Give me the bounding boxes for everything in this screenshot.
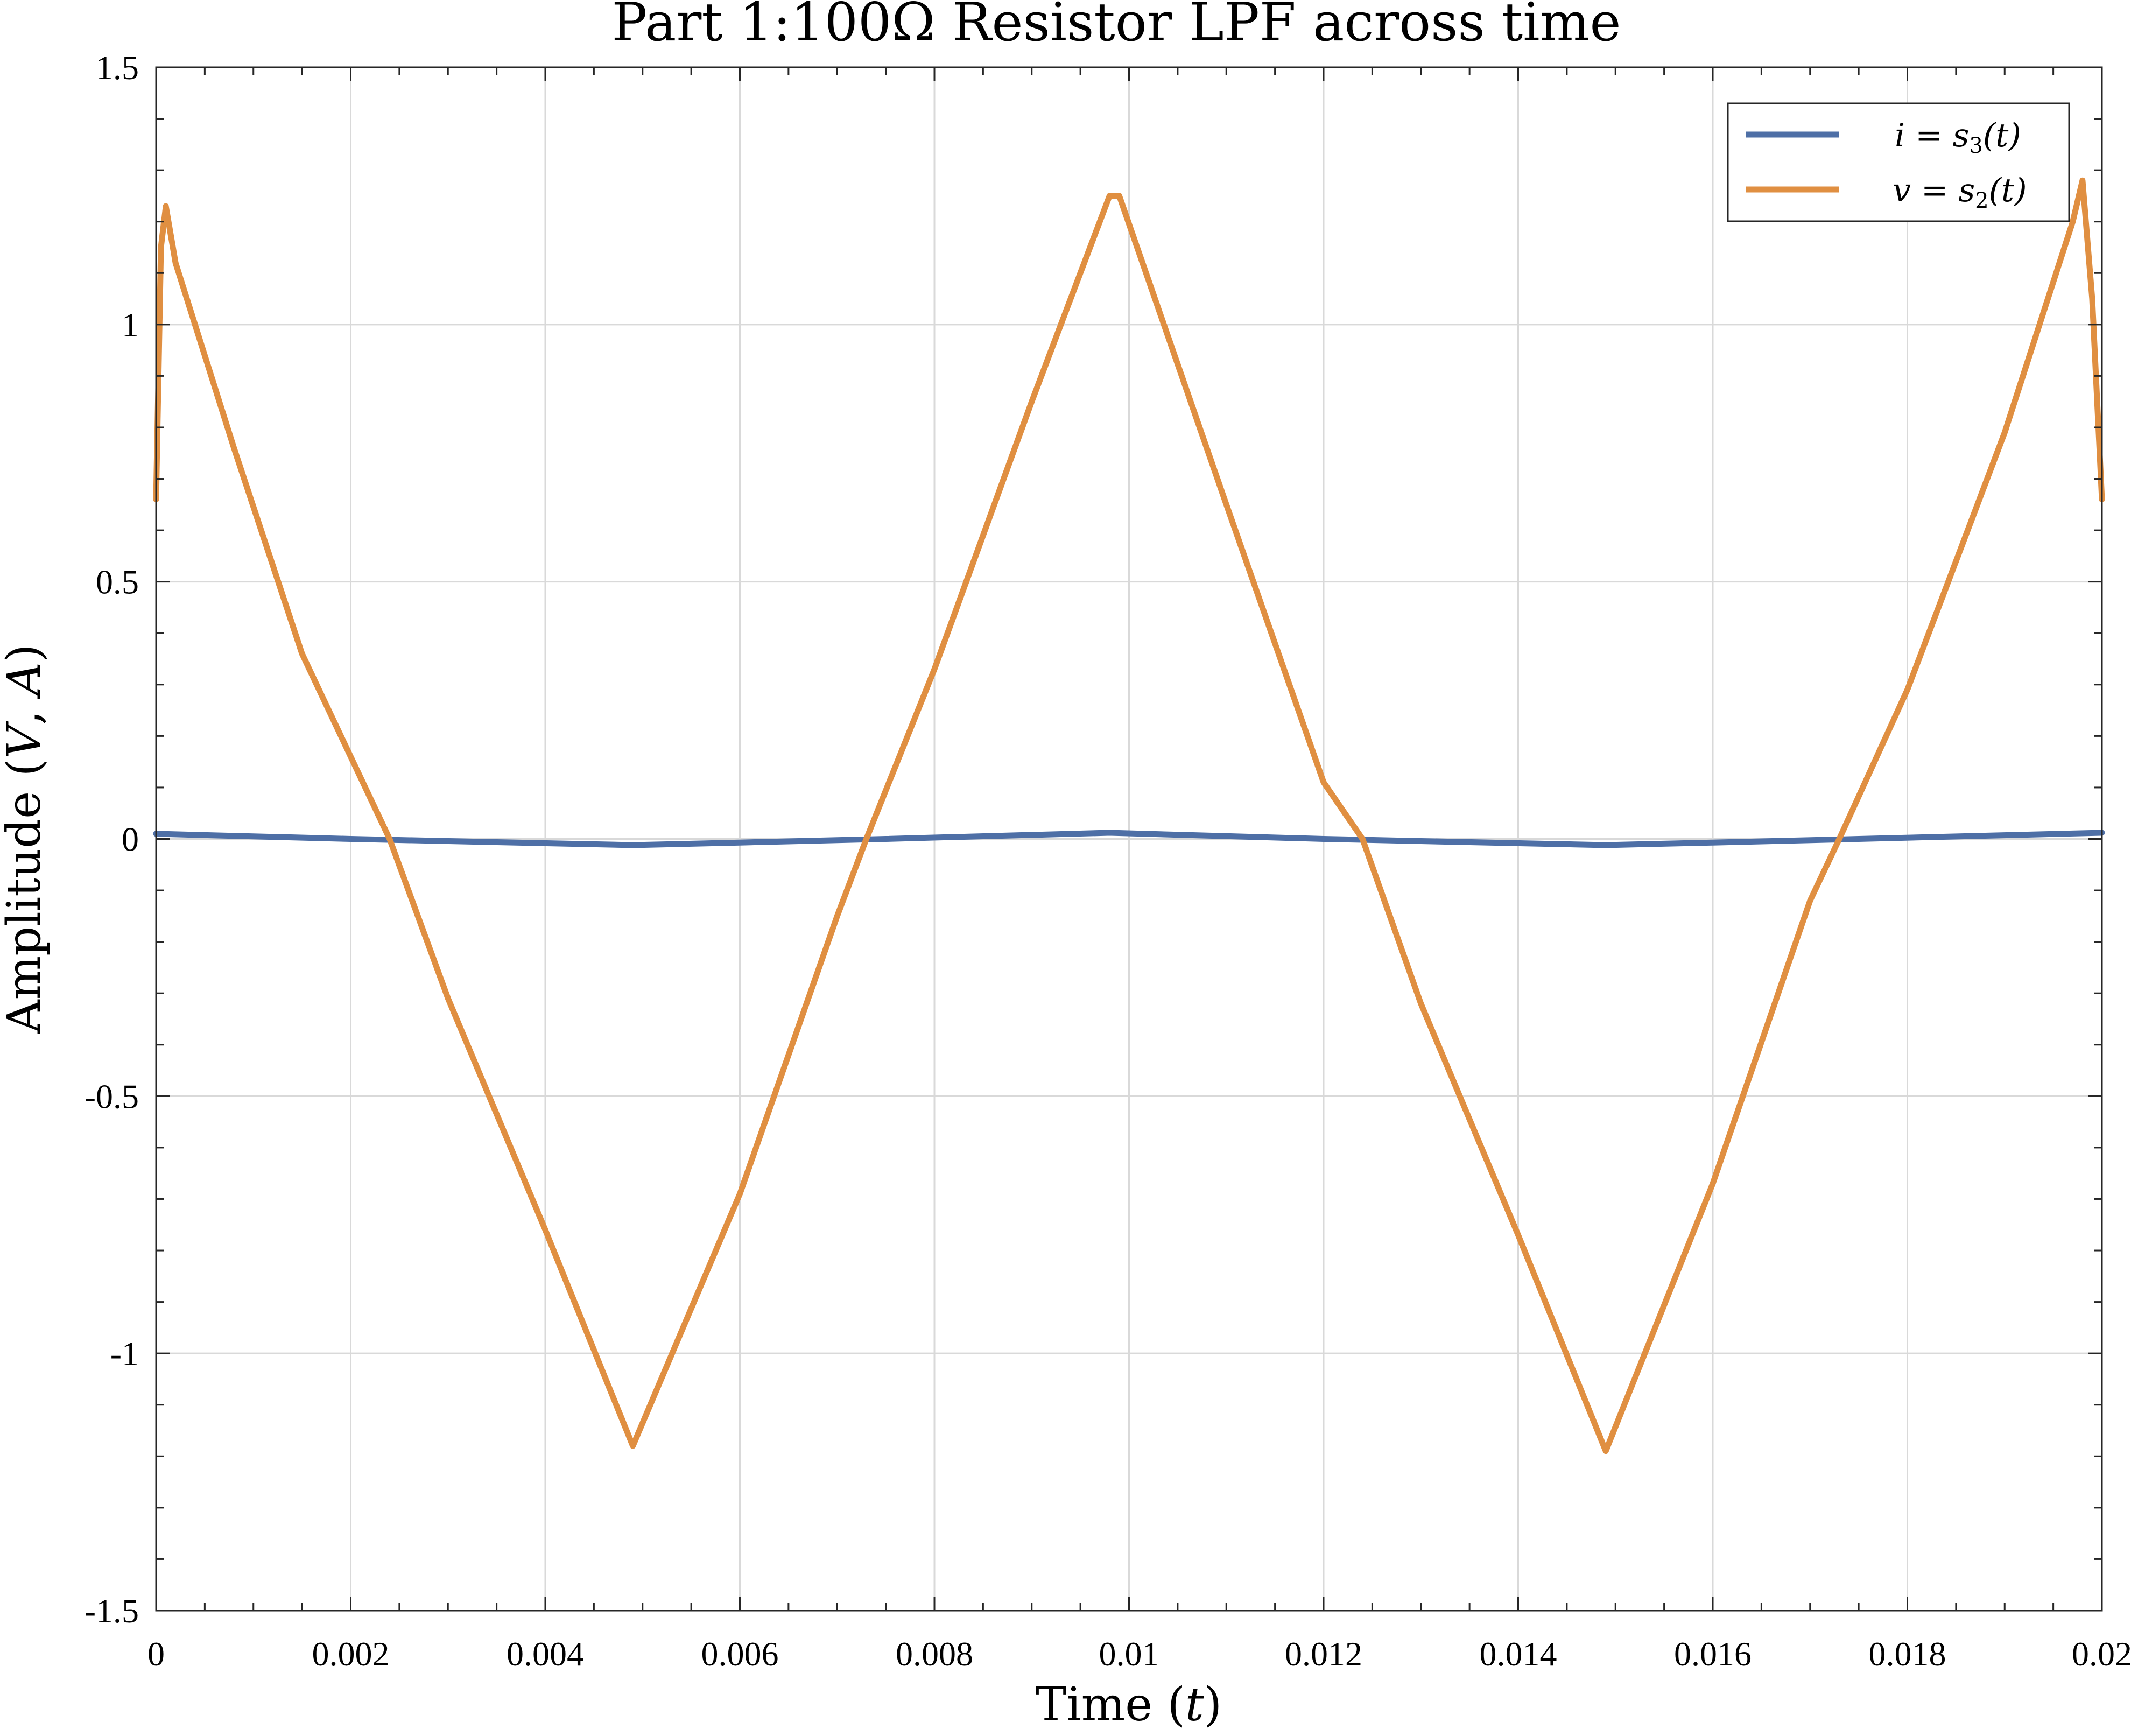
x-tick-label: 0.012: [1285, 1635, 1362, 1673]
y-axis-label-text: Amplitude (: [0, 758, 51, 1034]
series-layer: [153, 177, 2105, 1454]
legend-entry-voltage: v = s2(t): [1893, 172, 2027, 213]
x-axis-label-text: Time (: [1036, 1678, 1185, 1732]
legend-voltage-sub: 2: [1975, 188, 1988, 213]
x-axis-label: Time (t): [1036, 1678, 1222, 1732]
legend-voltage-lhs: v: [1893, 172, 1911, 209]
x-tick-labels: 0 0.002 0.004 0.006 0.008 0.01 0.012 0.014 0.016…: [147, 1635, 2132, 1673]
legend-current-lhs: i: [1895, 117, 1905, 154]
x-tick-label: 0.016: [1674, 1635, 1752, 1673]
x-tick-label: 0.008: [896, 1635, 973, 1673]
legend-current-sub: 3: [1969, 133, 1982, 158]
x-tick-label: 0.018: [1869, 1635, 1946, 1673]
x-tick-label: 0.014: [1480, 1635, 1557, 1673]
y-tick-labels: -1.5 -1 -0.5 0 0.5 1 1.5: [85, 48, 139, 1630]
series-line-voltage: [153, 177, 2105, 1454]
y-tick-label: 0.5: [96, 563, 139, 601]
y-axis-label-var2: A: [0, 662, 51, 699]
y-tick-label: -0.5: [85, 1077, 139, 1115]
x-tick-label: 0.01: [1099, 1635, 1159, 1673]
x-tick-label: 0: [147, 1635, 165, 1673]
y-tick-label: -1.5: [85, 1592, 139, 1630]
x-tick-label: 0.002: [312, 1635, 390, 1673]
y-tick-label: -1: [110, 1334, 139, 1373]
legend: i = s3(t) v = s2(t): [1727, 102, 2070, 222]
x-axis-label-close: ): [1204, 1678, 1222, 1732]
legend-box: [1727, 102, 2070, 222]
y-axis-label-sep: ,: [0, 695, 51, 725]
y-tick-label: 1.5: [96, 48, 139, 87]
ticks: [155, 66, 2103, 1612]
chart-title: Part 1:100Ω Resistor LPF across time: [612, 0, 1621, 53]
x-tick-label: 0.02: [2072, 1635, 2132, 1673]
y-tick-label: 1: [122, 306, 139, 344]
y-axis-label-close: ): [0, 644, 51, 663]
x-tick-label: 0.004: [507, 1635, 584, 1673]
legend-entry-current: i = s3(t): [1895, 117, 2021, 158]
y-axis-label-var1: V: [0, 721, 51, 758]
legend-current-eq: =: [1905, 117, 1952, 154]
y-axis-label: Amplitude (V, A): [0, 644, 51, 1034]
series-line-current: [153, 830, 2105, 848]
x-tick-label: 0.006: [701, 1635, 779, 1673]
legend-voltage-eq: =: [1911, 172, 1958, 209]
x-axis-label-var: t: [1185, 1678, 1204, 1732]
y-tick-label: 0: [122, 820, 139, 859]
legend-voltage-arg: (t): [1989, 172, 2027, 209]
legend-voltage-fn: s: [1958, 172, 1975, 209]
legend-current-arg: (t): [1983, 117, 2021, 154]
plot-area: [153, 66, 2105, 1612]
legend-current-fn: s: [1953, 117, 1970, 154]
